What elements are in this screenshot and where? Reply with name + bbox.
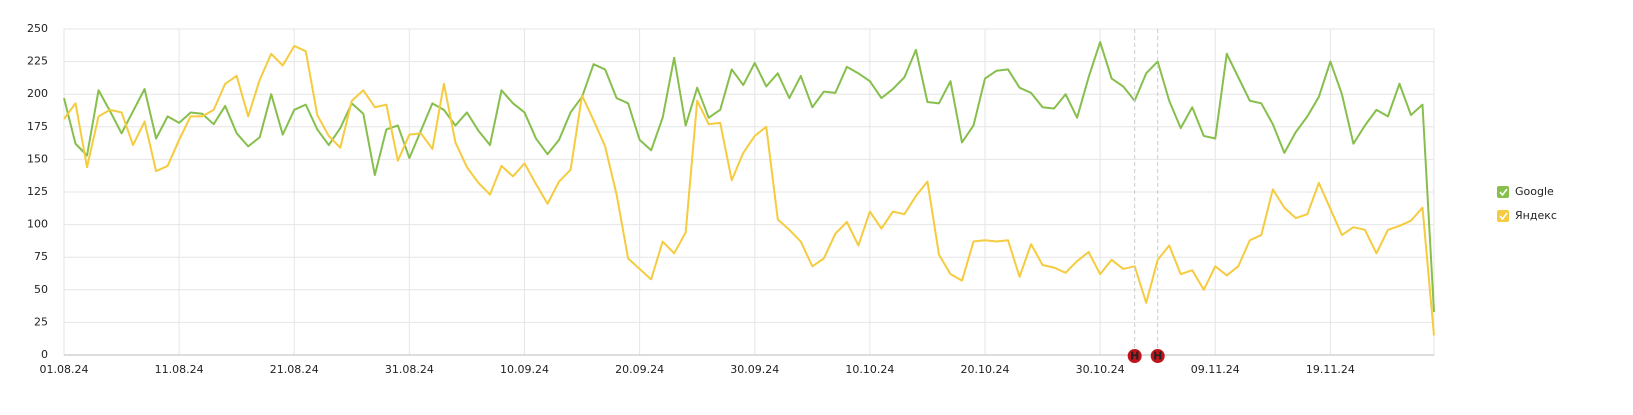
x-tick-label: 10.10.24 xyxy=(845,363,894,376)
y-tick-label: 250 xyxy=(27,22,48,35)
y-tick-label: 125 xyxy=(27,185,48,198)
x-tick-label: 30.09.24 xyxy=(730,363,779,376)
x-tick-label: 21.08.24 xyxy=(270,363,319,376)
legend-check xyxy=(1499,188,1508,197)
x-tick-label: 09.11.24 xyxy=(1191,363,1240,376)
y-tick-label: 150 xyxy=(27,152,48,165)
legend-swatch xyxy=(1497,186,1509,198)
annotation-label: Н xyxy=(1130,350,1139,363)
y-tick-label: 175 xyxy=(27,120,48,133)
y-tick-label: 25 xyxy=(34,315,48,328)
x-tick-label: 11.08.24 xyxy=(155,363,204,376)
y-tick-label: 50 xyxy=(34,283,48,296)
y-tick-label: 100 xyxy=(27,218,48,231)
legend-swatch xyxy=(1497,210,1509,222)
x-tick-label: 30.10.24 xyxy=(1076,363,1125,376)
series-line xyxy=(63,41,1435,313)
x-tick-label: 19.11.24 xyxy=(1306,363,1355,376)
y-tick-label: 75 xyxy=(34,250,48,263)
x-tick-label: 20.09.24 xyxy=(615,363,664,376)
annotation-marker xyxy=(1127,349,1142,363)
legend-label: Google xyxy=(1515,185,1554,198)
x-tick-label: 01.08.24 xyxy=(40,363,89,376)
x-tick-label: 20.10.24 xyxy=(961,363,1010,376)
legend-check xyxy=(1499,212,1508,221)
x-tick-label: 10.09.24 xyxy=(500,363,549,376)
y-tick-label: 225 xyxy=(27,55,48,68)
annotation-label: Н xyxy=(1153,350,1162,363)
legend-label: Яндекс xyxy=(1515,209,1557,222)
y-tick-label: 200 xyxy=(27,87,48,100)
y-tick-label: 0 xyxy=(41,348,48,361)
x-tick-label: 31.08.24 xyxy=(385,363,434,376)
annotation-marker xyxy=(1150,349,1165,363)
series-line xyxy=(63,44,1435,336)
